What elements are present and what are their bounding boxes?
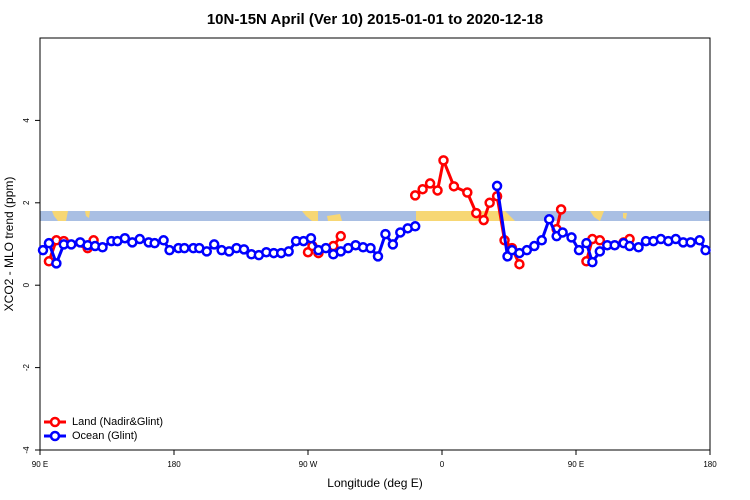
point xyxy=(208,239,220,250)
point xyxy=(573,244,585,256)
point xyxy=(164,244,175,256)
map-strip xyxy=(40,211,710,221)
point xyxy=(51,258,62,269)
point xyxy=(409,221,421,232)
point xyxy=(514,258,525,270)
point xyxy=(624,240,635,252)
legend-label: Ocean (Glint) xyxy=(72,430,137,442)
point xyxy=(37,244,49,256)
point xyxy=(462,187,473,198)
point xyxy=(609,239,620,251)
x-tick-label: 90 W xyxy=(299,460,318,469)
legend-marker xyxy=(49,416,61,428)
point xyxy=(470,207,482,219)
point xyxy=(380,228,391,240)
point xyxy=(179,242,190,254)
point xyxy=(149,237,160,249)
point xyxy=(594,235,606,246)
y-tick-label: 4 xyxy=(22,118,31,123)
point xyxy=(372,251,384,262)
point xyxy=(529,240,540,252)
point xyxy=(581,237,592,249)
point xyxy=(238,244,250,255)
point xyxy=(700,244,711,256)
y-axis-label: XCO2 - MLO trend (ppm) xyxy=(2,177,16,312)
legend-marker xyxy=(49,430,61,442)
point xyxy=(478,214,489,226)
x-tick-label: 180 xyxy=(167,460,181,469)
y-tick-label: 0 xyxy=(22,282,31,287)
point xyxy=(320,242,332,254)
x-tick-label: 180 xyxy=(703,460,717,469)
x-tick-label: 0 xyxy=(440,460,445,469)
point xyxy=(283,246,294,257)
point xyxy=(201,246,213,257)
point xyxy=(119,232,131,244)
point xyxy=(335,230,347,242)
point xyxy=(305,232,317,244)
point xyxy=(66,239,77,250)
point xyxy=(409,190,421,201)
point xyxy=(694,235,705,246)
point xyxy=(543,214,555,225)
plot-frame xyxy=(39,37,711,451)
point xyxy=(536,235,548,246)
point xyxy=(438,155,449,166)
x-tick-label: 90 E xyxy=(32,460,48,469)
point xyxy=(633,242,644,253)
point xyxy=(134,233,146,245)
point xyxy=(484,197,495,209)
point xyxy=(521,244,533,256)
point xyxy=(395,227,406,238)
point xyxy=(365,242,376,254)
point xyxy=(424,178,436,189)
point xyxy=(587,256,598,268)
y-tick-label: -4 xyxy=(22,446,31,454)
point xyxy=(417,183,428,195)
point xyxy=(491,180,503,192)
point xyxy=(448,181,460,192)
legend-label: Land (Nadir&Glint) xyxy=(72,416,163,428)
point xyxy=(43,237,55,249)
chart-title: 10N-15N April (Ver 10) 2015-01-01 to 202… xyxy=(207,11,543,28)
point xyxy=(158,235,169,246)
point xyxy=(566,232,577,243)
point xyxy=(555,204,567,215)
point xyxy=(685,237,696,248)
point xyxy=(387,239,399,250)
y-tick-label: 2 xyxy=(22,200,31,205)
point xyxy=(557,227,568,238)
point xyxy=(594,246,606,257)
y-tick-label: -2 xyxy=(22,363,31,371)
x-tick-label: 90 E xyxy=(568,460,584,469)
x-axis-label: Longitude (deg E) xyxy=(327,476,422,490)
point xyxy=(432,185,443,196)
point xyxy=(97,242,108,253)
